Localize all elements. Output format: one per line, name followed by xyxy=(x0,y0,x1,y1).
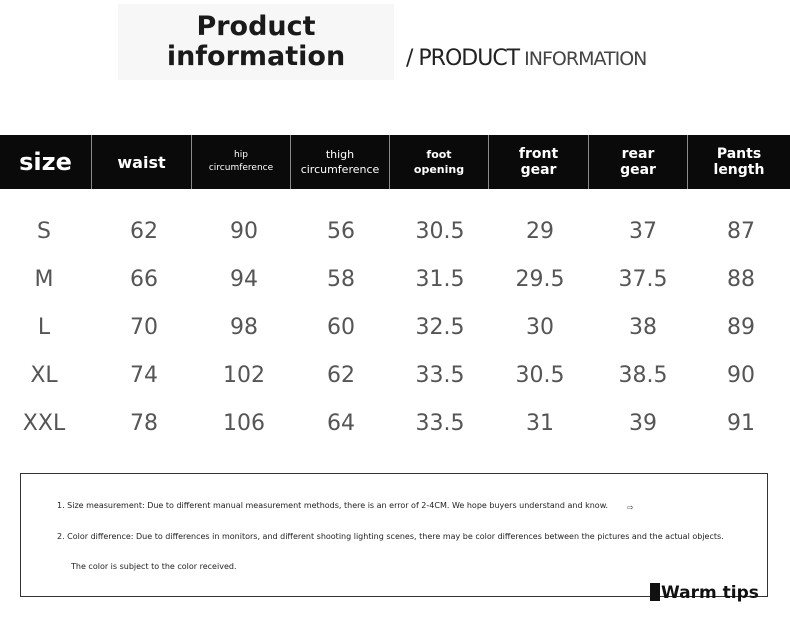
header-waist: waist xyxy=(92,135,192,189)
table-cell: 37 xyxy=(629,218,657,244)
warm-tips-label: Warm tips xyxy=(650,583,759,603)
table-cell: 31.5 xyxy=(415,266,465,292)
header-thigh-line-1: thigh xyxy=(325,148,355,161)
header-front-gear: front gear xyxy=(489,135,589,189)
table-row: M 66 94 58 31.5 29.5 37.5 88 xyxy=(0,255,790,303)
table-cell: 31 xyxy=(526,410,554,436)
title-block: Product information xyxy=(118,4,394,80)
warm-tips-text: Warm tips xyxy=(661,583,759,603)
table-cell: 74 xyxy=(130,362,158,388)
table-cell: 91 xyxy=(727,410,755,436)
subtitle-prefix: / PRODUCT xyxy=(406,46,520,71)
warm-tips-box: 1. Size measurement: Due to different ma… xyxy=(20,473,768,597)
header-size-label: size xyxy=(19,148,72,176)
table-cell: 29.5 xyxy=(515,266,565,292)
size-table-header: size waist hip circumference thigh circu… xyxy=(0,135,790,189)
table-cell-size: XXL xyxy=(22,410,66,436)
table-cell: 88 xyxy=(727,266,755,292)
table-cell: 38 xyxy=(629,314,657,340)
header-foot-line-2: opening xyxy=(413,163,465,176)
page-title-line-1: Product xyxy=(196,11,316,42)
cursor-icon: ⇨ xyxy=(627,503,634,512)
table-cell: 89 xyxy=(727,314,755,340)
table-cell: 30.5 xyxy=(415,218,465,244)
table-cell-size: L xyxy=(37,314,51,340)
header-rear-gear: rear gear xyxy=(589,135,688,189)
table-cell-size: S xyxy=(37,218,51,244)
table-cell-size: M xyxy=(34,266,54,292)
header-waist-label: waist xyxy=(117,152,166,172)
table-cell: 33.5 xyxy=(415,362,465,388)
header-pants-line-2: length xyxy=(713,162,765,178)
table-row: L 70 98 60 32.5 30 38 89 xyxy=(0,303,790,351)
warm-tips-bar-icon xyxy=(650,583,660,601)
table-cell: 102 xyxy=(223,362,265,388)
table-cell: 56 xyxy=(327,218,355,244)
table-cell: 66 xyxy=(130,266,158,292)
table-cell: 64 xyxy=(327,410,355,436)
size-table-body: S 62 90 56 30.5 29 37 87 M 66 94 58 31.5… xyxy=(0,207,790,447)
header-thigh-line-2: circumference xyxy=(300,163,380,176)
header-foot-opening: foot opening xyxy=(390,135,489,189)
tip-color-note: The color is subject to the color receiv… xyxy=(71,562,237,571)
table-cell: 62 xyxy=(327,362,355,388)
table-cell: 98 xyxy=(230,314,258,340)
table-cell-size: XL xyxy=(30,362,58,388)
header-foot-line-1: foot xyxy=(426,148,452,161)
tip-color-difference: 2. Color difference: Due to differences … xyxy=(57,532,724,541)
table-cell: 94 xyxy=(230,266,258,292)
header-front-line-2: gear xyxy=(520,162,557,178)
header-rear-line-1: rear xyxy=(621,146,655,162)
subtitle-suffix: INFORMATION xyxy=(519,48,647,70)
header-hip-line-2: circumference xyxy=(208,163,274,173)
header-hip-line-1: hip xyxy=(234,150,248,160)
table-cell: 60 xyxy=(327,314,355,340)
table-cell: 90 xyxy=(727,362,755,388)
table-cell: 62 xyxy=(130,218,158,244)
table-row: XL 74 102 62 33.5 30.5 38.5 90 xyxy=(0,351,790,399)
header-rear-line-2: gear xyxy=(620,162,656,178)
table-cell: 29 xyxy=(526,218,554,244)
header-size: size xyxy=(0,135,92,189)
table-cell: 39 xyxy=(629,410,657,436)
table-cell: 38.5 xyxy=(618,362,668,388)
table-cell: 30 xyxy=(526,314,554,340)
table-cell: 37.5 xyxy=(618,266,668,292)
table-cell: 106 xyxy=(223,410,265,436)
header-thigh-circumference: thigh circumference xyxy=(291,135,390,189)
table-cell: 90 xyxy=(230,218,258,244)
tip-size-measurement: 1. Size measurement: Due to different ma… xyxy=(57,501,609,510)
table-cell: 33.5 xyxy=(415,410,465,436)
table-cell: 70 xyxy=(130,314,158,340)
table-row: XXL 78 106 64 33.5 31 39 91 xyxy=(0,399,790,447)
table-row: S 62 90 56 30.5 29 37 87 xyxy=(0,207,790,255)
header-front-line-1: front xyxy=(518,146,559,162)
header-pants-length: Pants length xyxy=(688,135,790,189)
page-title-line-2: information xyxy=(166,41,346,72)
header-pants-line-1: Pants xyxy=(716,146,762,162)
table-cell: 78 xyxy=(130,410,158,436)
table-cell: 58 xyxy=(327,266,355,292)
page-subtitle: / PRODUCT INFORMATION xyxy=(406,44,647,74)
table-cell: 32.5 xyxy=(415,314,465,340)
table-cell: 87 xyxy=(727,218,755,244)
table-cell: 30.5 xyxy=(515,362,565,388)
header-hip-circumference: hip circumference xyxy=(192,135,291,189)
